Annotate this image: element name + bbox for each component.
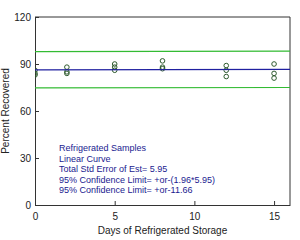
chart: 0 5 10 15 0 30 60 90 120 Refrigerated SamplesLine… [0,0,300,240]
annotations: Refrigerated SamplesLinear CurveTotal St… [59,143,215,195]
tick-mark [274,201,275,205]
x-axis: 0 5 10 15 [33,201,291,222]
point [35,73,37,78]
y-axis-title: Percent Recovered [0,68,11,154]
tick-label: 0 [25,200,31,211]
point [65,65,70,70]
tick: 0 [25,200,39,211]
point [65,71,70,76]
tick-mark [35,205,39,206]
tick-mark [194,201,195,205]
tick-mark [35,111,39,112]
tick-label: 30 [20,153,32,164]
point [160,59,165,64]
point [224,74,229,79]
tick-label: 15 [269,211,281,222]
line [35,51,290,53]
annotation: Total Std Error of Est= 5.95 [59,164,167,174]
axis-line [36,205,291,206]
annotation: Linear Curve [59,154,111,164]
y-axis: 0 30 60 90 120 [14,12,39,211]
point [272,62,277,67]
point [224,68,229,73]
point [272,76,277,81]
annotation: 95% Confidence Limit= +or-(1.96*5.95) [59,175,215,185]
tick: 15 [269,201,281,222]
x-axis-title: Days of Refrigerated Storage [98,225,228,236]
tick-mark [35,17,39,18]
frame [35,17,290,205]
tick-label: 120 [14,12,31,23]
point [112,68,117,73]
plot: 0 5 10 15 0 30 60 90 120 Refrigerated SamplesLine… [14,12,290,222]
tick-mark [115,201,116,205]
tick-label: 5 [112,211,118,222]
tick: 120 [14,12,39,23]
tick-mark [35,158,39,159]
tick: 30 [20,153,39,164]
tick: 60 [20,106,39,117]
data-layer [35,51,290,88]
annotation: Refrigerated Samples [59,143,147,153]
annotation: 95% Confidence Limit= +or-11.66 [59,185,192,195]
point [272,71,277,76]
line [35,87,290,89]
tick-label: 90 [20,59,32,70]
tick: 5 [112,201,118,222]
tick-mark [35,64,39,65]
line [35,69,290,71]
tick-label: 10 [189,211,201,222]
point [160,66,165,71]
tick-label: 0 [33,211,39,222]
point [224,63,229,68]
tick: 10 [189,201,201,222]
tick-label: 60 [20,106,32,117]
